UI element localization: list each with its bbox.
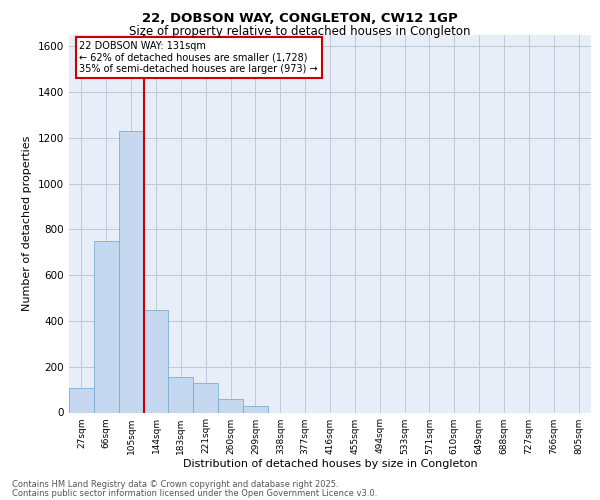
Text: Size of property relative to detached houses in Congleton: Size of property relative to detached ho…	[129, 25, 471, 38]
Bar	[169, 377, 193, 412]
Text: Contains HM Land Registry data © Crown copyright and database right 2025.: Contains HM Land Registry data © Crown c…	[12, 480, 338, 489]
Bar	[143, 310, 169, 412]
Y-axis label: Number of detached properties: Number of detached properties	[22, 136, 32, 312]
Bar	[94, 241, 119, 412]
Bar	[69, 388, 94, 412]
Text: 22, DOBSON WAY, CONGLETON, CW12 1GP: 22, DOBSON WAY, CONGLETON, CW12 1GP	[142, 12, 458, 26]
Bar	[243, 406, 268, 412]
X-axis label: Distribution of detached houses by size in Congleton: Distribution of detached houses by size …	[182, 460, 478, 469]
Bar	[193, 383, 218, 412]
Bar	[218, 399, 243, 412]
Text: 22 DOBSON WAY: 131sqm
← 62% of detached houses are smaller (1,728)
35% of semi-d: 22 DOBSON WAY: 131sqm ← 62% of detached …	[79, 40, 318, 74]
Bar	[119, 131, 143, 412]
Text: Contains public sector information licensed under the Open Government Licence v3: Contains public sector information licen…	[12, 488, 377, 498]
